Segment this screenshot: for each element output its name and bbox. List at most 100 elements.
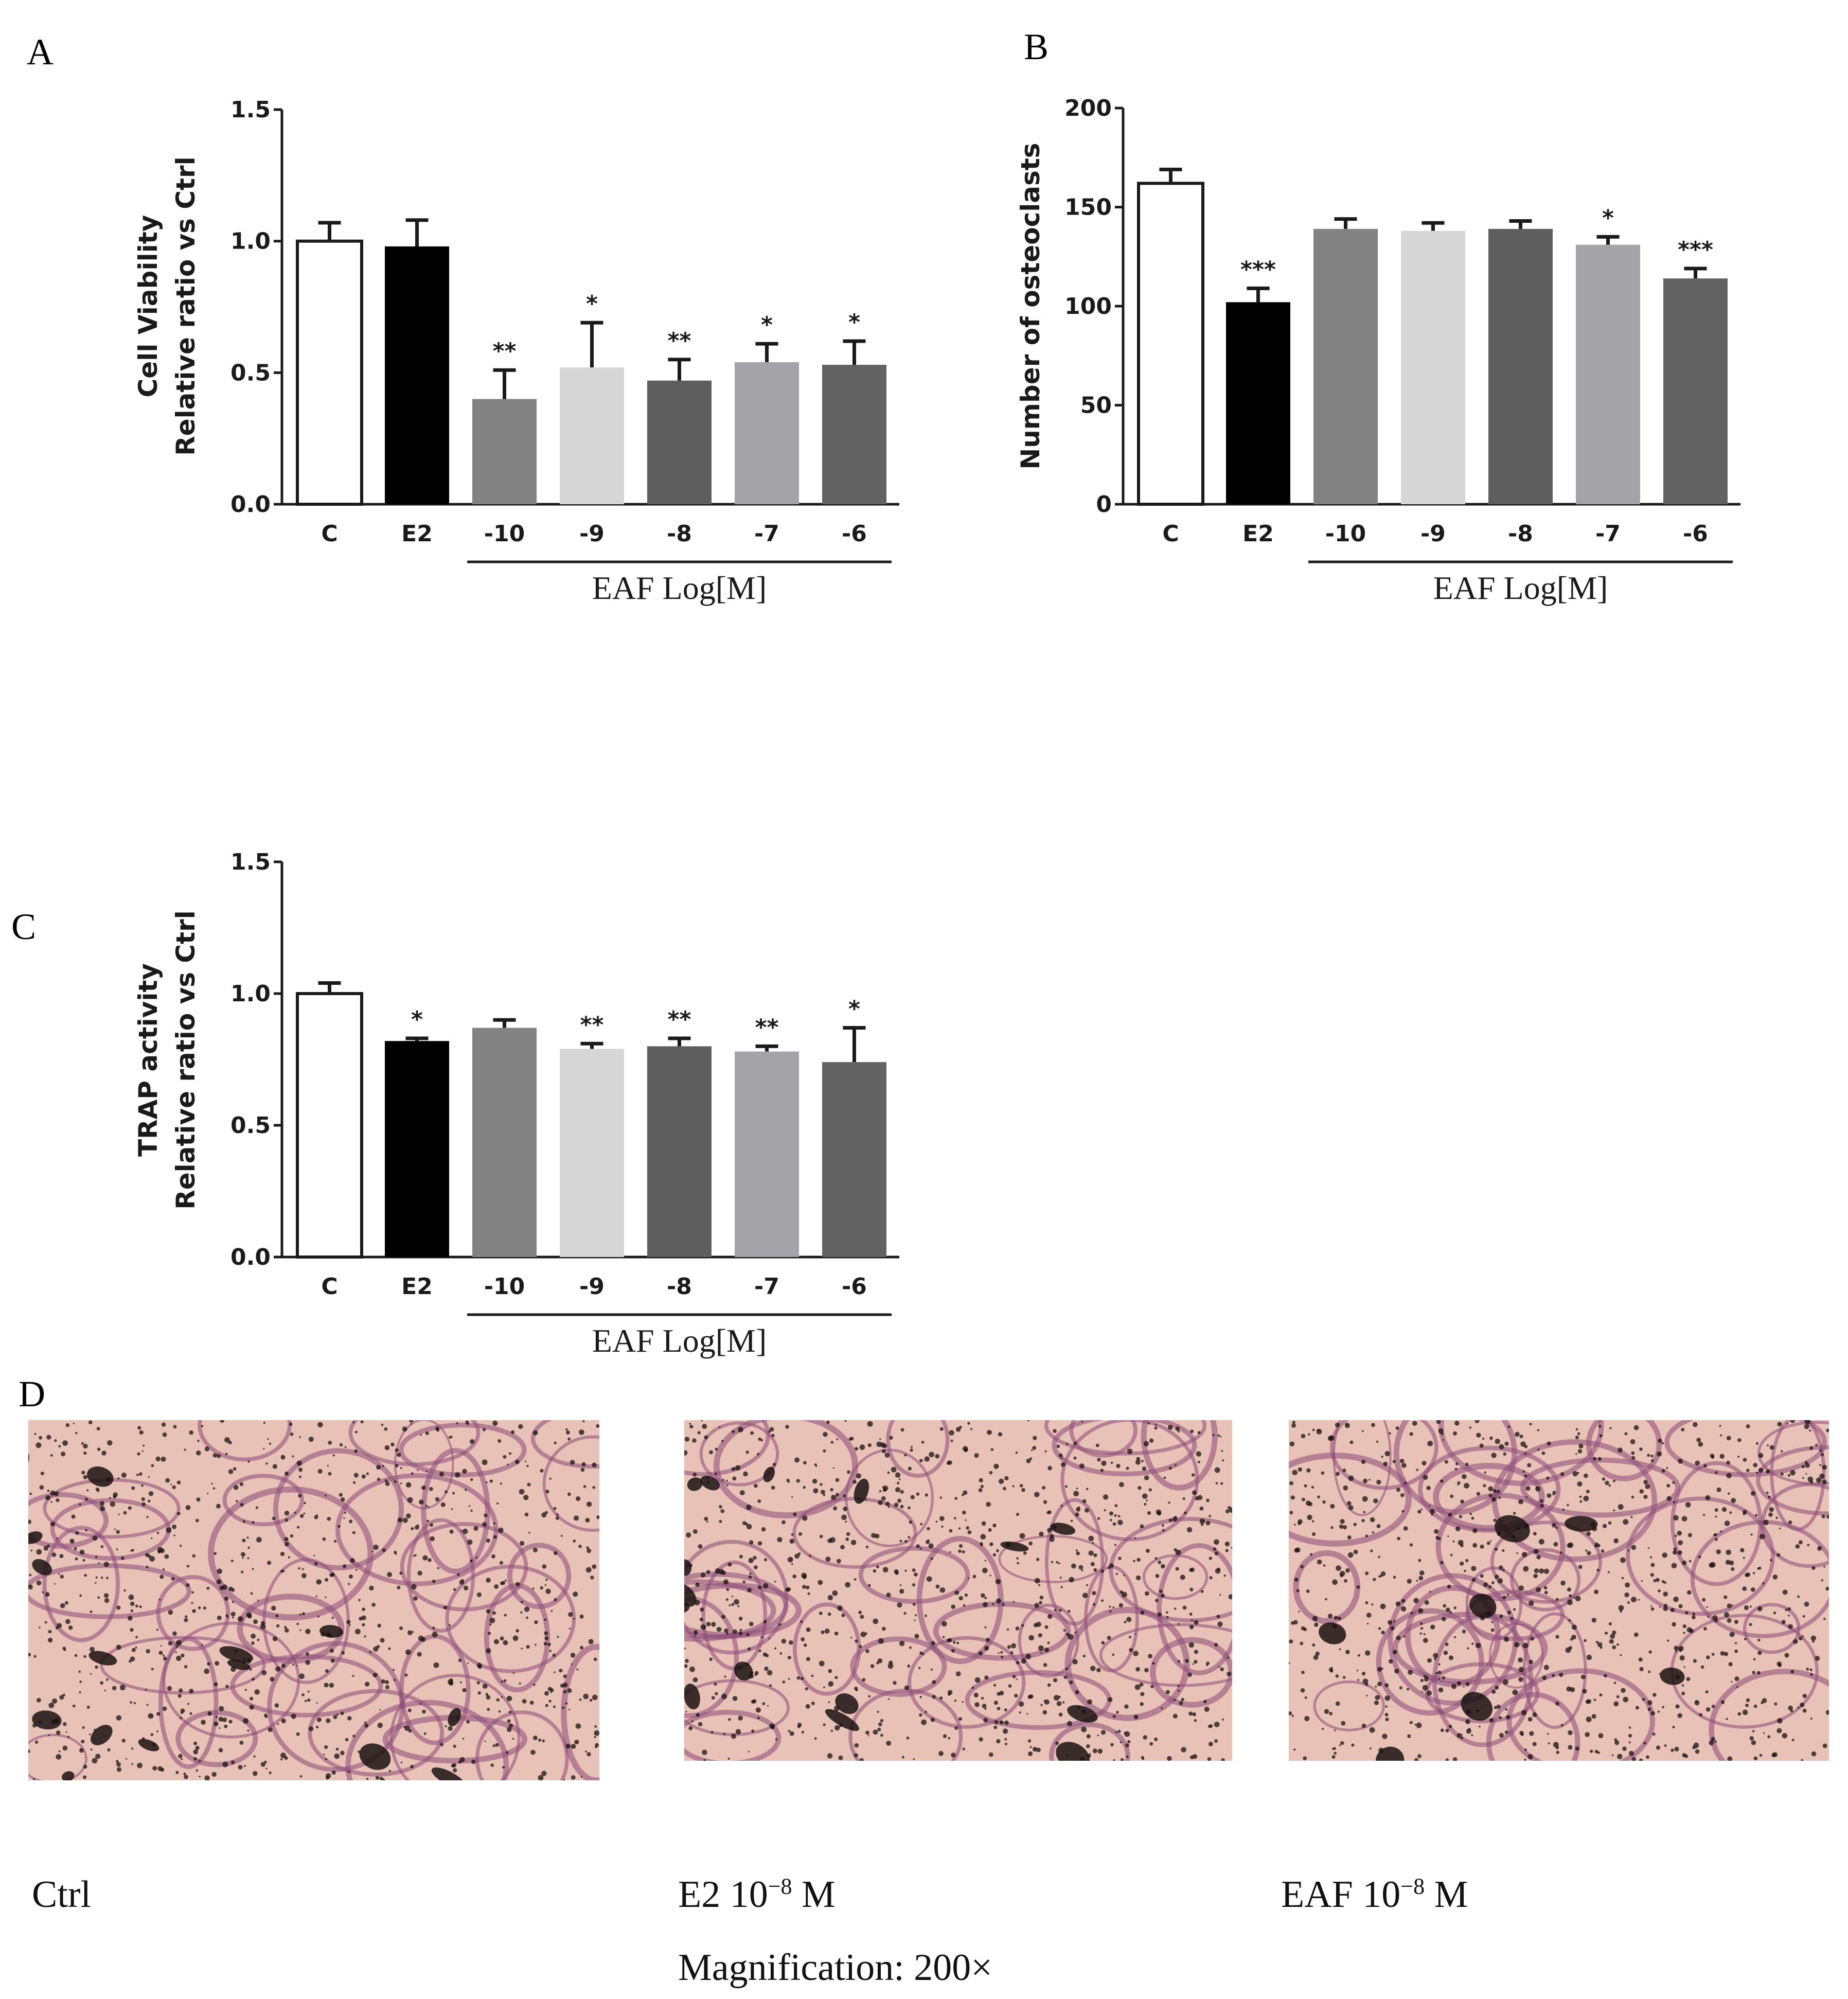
stain-speck xyxy=(1388,1620,1393,1625)
stain-speck xyxy=(1643,1494,1648,1499)
stain-speck xyxy=(1450,1553,1453,1556)
y-tick-label: 1.5 xyxy=(230,97,271,123)
stain-speck xyxy=(1602,1477,1606,1481)
stain-speck xyxy=(1188,1642,1195,1648)
stain-speck xyxy=(1445,1642,1449,1647)
stain-speck xyxy=(152,1742,156,1746)
stain-speck xyxy=(836,1438,839,1441)
stain-speck xyxy=(212,1487,216,1490)
stain-speck xyxy=(543,1642,547,1646)
stain-speck xyxy=(1423,1475,1428,1480)
stain-speck xyxy=(811,1674,814,1677)
stain-speck xyxy=(260,1762,265,1767)
stain-speck xyxy=(116,1715,122,1721)
stain-speck xyxy=(1044,1625,1049,1629)
stain-speck xyxy=(1197,1495,1203,1500)
stain-speck xyxy=(533,1684,536,1686)
stain-speck xyxy=(520,1611,523,1614)
stain-speck xyxy=(1757,1638,1761,1642)
stain-speck xyxy=(1499,1732,1504,1738)
stain-speck xyxy=(1112,1714,1116,1718)
stain-speck xyxy=(141,1497,145,1501)
stain-speck xyxy=(437,1567,440,1569)
stain-speck xyxy=(1194,1719,1197,1722)
stain-speck xyxy=(1409,1543,1413,1547)
stain-speck xyxy=(833,1506,838,1511)
stain-speck xyxy=(1189,1587,1194,1591)
stain-speck xyxy=(244,1689,247,1691)
stain-speck xyxy=(1527,1754,1533,1760)
micrograph-eaf xyxy=(1289,1420,1829,1761)
stain-speck xyxy=(882,1626,886,1631)
stain-speck xyxy=(1715,1515,1717,1518)
stain-speck xyxy=(1426,1690,1432,1696)
stain-speck xyxy=(526,1616,529,1619)
significance-marker: ** xyxy=(667,328,691,354)
stain-speck xyxy=(299,1514,304,1518)
stain-speck xyxy=(981,1593,985,1598)
stain-speck xyxy=(130,1701,132,1704)
stain-speck xyxy=(1339,1524,1344,1529)
stain-speck xyxy=(131,1549,134,1552)
stain-speck xyxy=(1641,1580,1643,1582)
stain-speck xyxy=(186,1565,190,1568)
stain-speck xyxy=(1737,1438,1742,1442)
stain-speck xyxy=(269,1442,272,1445)
stain-speck xyxy=(570,1460,575,1465)
stain-speck xyxy=(1465,1709,1471,1714)
stain-speck xyxy=(1731,1604,1733,1606)
stain-speck xyxy=(573,1591,578,1597)
stain-speck xyxy=(992,1603,994,1605)
stain-speck xyxy=(148,1499,151,1502)
stain-speck xyxy=(1049,1536,1055,1542)
stain-speck xyxy=(897,1602,902,1608)
stain-speck xyxy=(1810,1673,1813,1676)
stain-speck xyxy=(1484,1471,1486,1474)
stain-speck xyxy=(146,1565,149,1568)
stain-speck xyxy=(333,1714,337,1720)
stain-speck xyxy=(526,1645,530,1649)
stain-speck xyxy=(568,1708,571,1711)
stain-speck xyxy=(1409,1721,1413,1724)
stain-speck xyxy=(1036,1558,1040,1561)
stain-speck xyxy=(491,1554,495,1559)
stain-speck xyxy=(216,1579,222,1585)
stain-speck xyxy=(373,1544,379,1550)
stain-speck xyxy=(100,1681,104,1685)
stain-speck xyxy=(1181,1697,1184,1701)
stain-speck xyxy=(1579,1495,1582,1498)
stain-speck xyxy=(1306,1468,1311,1473)
stain-speck xyxy=(1395,1601,1401,1606)
stain-speck xyxy=(1082,1654,1086,1658)
stain-speck xyxy=(344,1511,346,1514)
stain-speck xyxy=(800,1620,803,1623)
stain-speck xyxy=(1194,1659,1198,1664)
stain-speck xyxy=(242,1538,246,1543)
osteoclast-cell xyxy=(1064,1606,1190,1721)
stain-speck xyxy=(1672,1725,1675,1729)
stain-speck xyxy=(65,1731,67,1733)
stain-speck xyxy=(48,1702,55,1708)
stain-speck xyxy=(30,1549,33,1552)
stain-speck xyxy=(714,1472,717,1475)
stain-speck xyxy=(1070,1519,1073,1523)
bar-a-0 xyxy=(296,239,363,506)
stain-speck xyxy=(1144,1502,1147,1506)
stain-speck xyxy=(1076,1488,1078,1490)
stain-speck xyxy=(1362,1496,1368,1502)
stain-speck xyxy=(1723,1595,1728,1599)
stain-speck xyxy=(845,1520,847,1523)
stain-speck xyxy=(1784,1653,1789,1658)
stain-speck xyxy=(1117,1729,1121,1733)
stain-speck xyxy=(50,1454,53,1457)
stain-speck xyxy=(958,1549,962,1553)
stain-speck xyxy=(1683,1666,1685,1668)
stain-speck xyxy=(196,1769,199,1772)
stain-speck xyxy=(148,1476,150,1478)
stain-speck xyxy=(1577,1481,1583,1487)
stain-speck xyxy=(563,1690,567,1694)
stain-speck xyxy=(860,1615,864,1619)
stain-speck xyxy=(833,1705,840,1711)
stain-speck xyxy=(130,1656,135,1661)
stain-speck xyxy=(1312,1643,1316,1647)
